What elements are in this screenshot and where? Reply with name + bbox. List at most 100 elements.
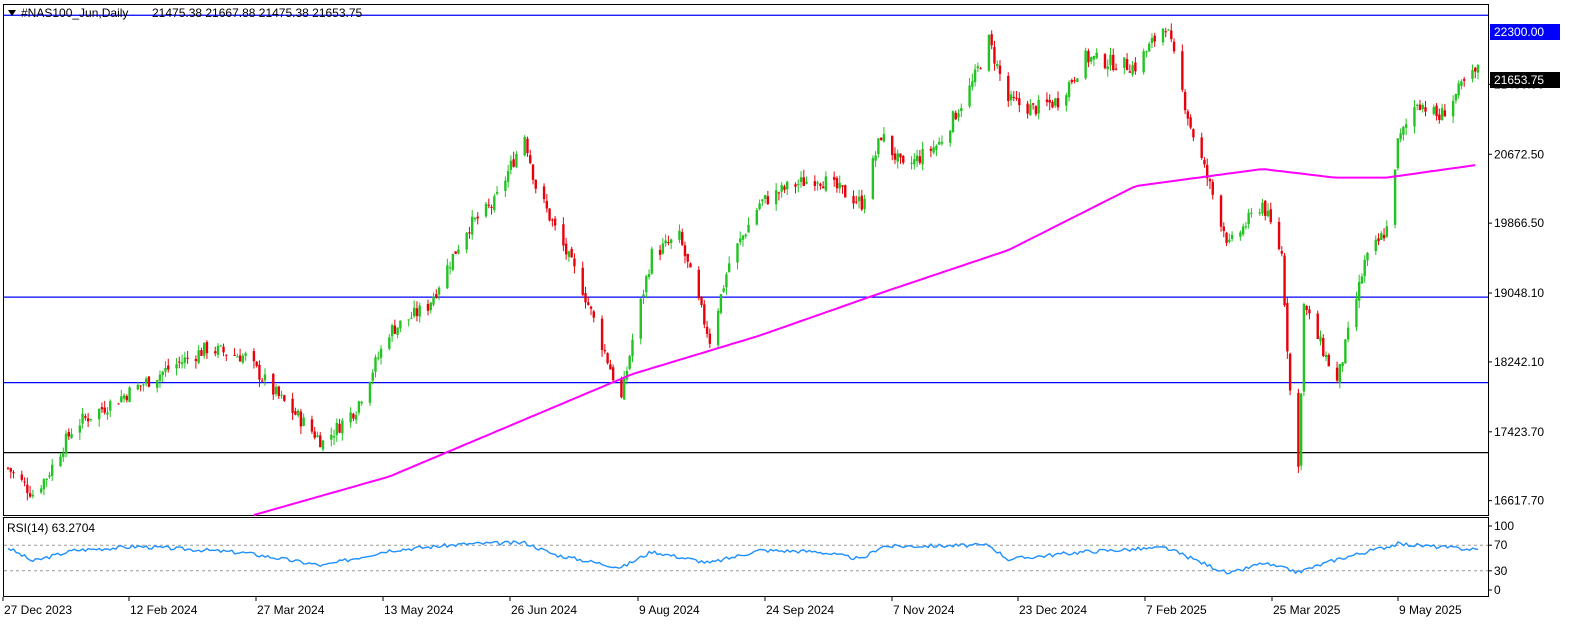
candle-body [1247,212,1250,225]
time-tick-label: 27 Mar 2024 [257,603,325,617]
candle-body [426,304,430,311]
candle-body [1112,54,1115,70]
candle-body [106,412,109,415]
candle-body [515,153,518,168]
candle-body [553,218,557,226]
time-tick-label: 24 Sep 2024 [766,603,834,617]
candle-body [1065,95,1068,106]
collapse-triangle-icon[interactable] [8,10,16,16]
candle-body [1026,103,1029,114]
candle-body [214,351,217,354]
candle-body [205,341,209,354]
rsi-tick-label: 100 [1494,519,1514,533]
candle-body [1219,195,1223,227]
candle-body [1355,298,1358,328]
candle-body [100,407,104,410]
candle-body [89,418,93,420]
candle-body [758,203,761,210]
candle-body [277,386,280,396]
candle-body [1280,251,1284,254]
candle-body [1123,57,1126,68]
candle-body [180,362,184,365]
candle-body [929,148,933,151]
candle-body [354,415,358,420]
candle-body [1192,129,1195,138]
candle-body [700,296,703,305]
candle-body [1288,353,1292,391]
candle-body [490,206,493,208]
candle-body [1125,59,1129,70]
candle-body [918,156,922,163]
level-tag-text: 22300.00 [1494,25,1544,39]
candle-body [1106,66,1109,70]
candle-body [1211,181,1214,195]
candle-body [241,355,245,363]
candle-body [1305,306,1308,310]
candle-body [1134,62,1137,72]
candle-body [1457,83,1460,96]
candle-body [1095,52,1098,58]
candle-body [1230,234,1234,239]
candle-body [349,412,352,423]
time-tick-label: 27 Dec 2023 [4,603,72,617]
last-price-tag-text: 21653.75 [1494,73,1544,87]
candle-body [418,305,421,317]
candle-body [1335,367,1339,381]
candle-body [103,407,106,413]
candle-body [686,253,689,262]
candle-body [1346,327,1350,340]
candle-body [1103,54,1107,69]
candle-body [708,333,712,344]
candle-body [136,384,140,390]
candle-body [606,353,609,364]
candle-body [164,367,167,372]
candle-body [968,85,971,107]
candle-body [1208,179,1212,182]
candle-body [949,130,952,143]
candle-body [302,417,305,426]
candle-body [1189,117,1192,128]
candle-body [1258,212,1261,214]
candle-body [631,339,634,357]
candle-body [493,196,496,211]
rsi-label: RSI(14) 63.2704 [7,521,95,535]
candle-body [871,158,875,200]
candle-body [780,185,783,192]
candle-body [236,356,239,358]
candle-body [1476,64,1480,73]
time-tick-label: 9 May 2025 [1399,603,1462,617]
candle-body [813,181,817,187]
candle-body [225,354,228,356]
candle-body [183,357,187,363]
candle-body [1145,51,1148,53]
candle-body [473,217,477,220]
candle-body [783,186,786,190]
candle-body [683,245,687,257]
candle-body [628,355,631,369]
time-tick-label: 9 Aug 2024 [639,603,700,617]
candle-body [1283,255,1286,306]
candle-body [42,479,46,490]
price-tick-label: 18242.10 [1494,355,1544,369]
candle-body [435,294,438,297]
candle-body [600,318,604,350]
candle-body [860,195,864,210]
candle-body [573,258,576,267]
candle-body [120,396,123,402]
candle-body [1277,221,1281,250]
candle-body [1186,111,1190,119]
time-tick-label: 26 Jun 2024 [511,603,577,617]
candle-body [200,350,203,356]
candle-body [1206,164,1209,179]
candle-body [147,376,151,387]
candle-body [379,348,383,358]
candle-body [310,419,314,432]
candle-body [139,385,142,387]
candle-body [902,156,905,163]
candle-body [1404,124,1408,128]
candle-body [296,410,300,416]
level-tag: 22300.00 [1490,24,1560,40]
candle-body [1131,64,1134,75]
candle-body [678,230,681,240]
